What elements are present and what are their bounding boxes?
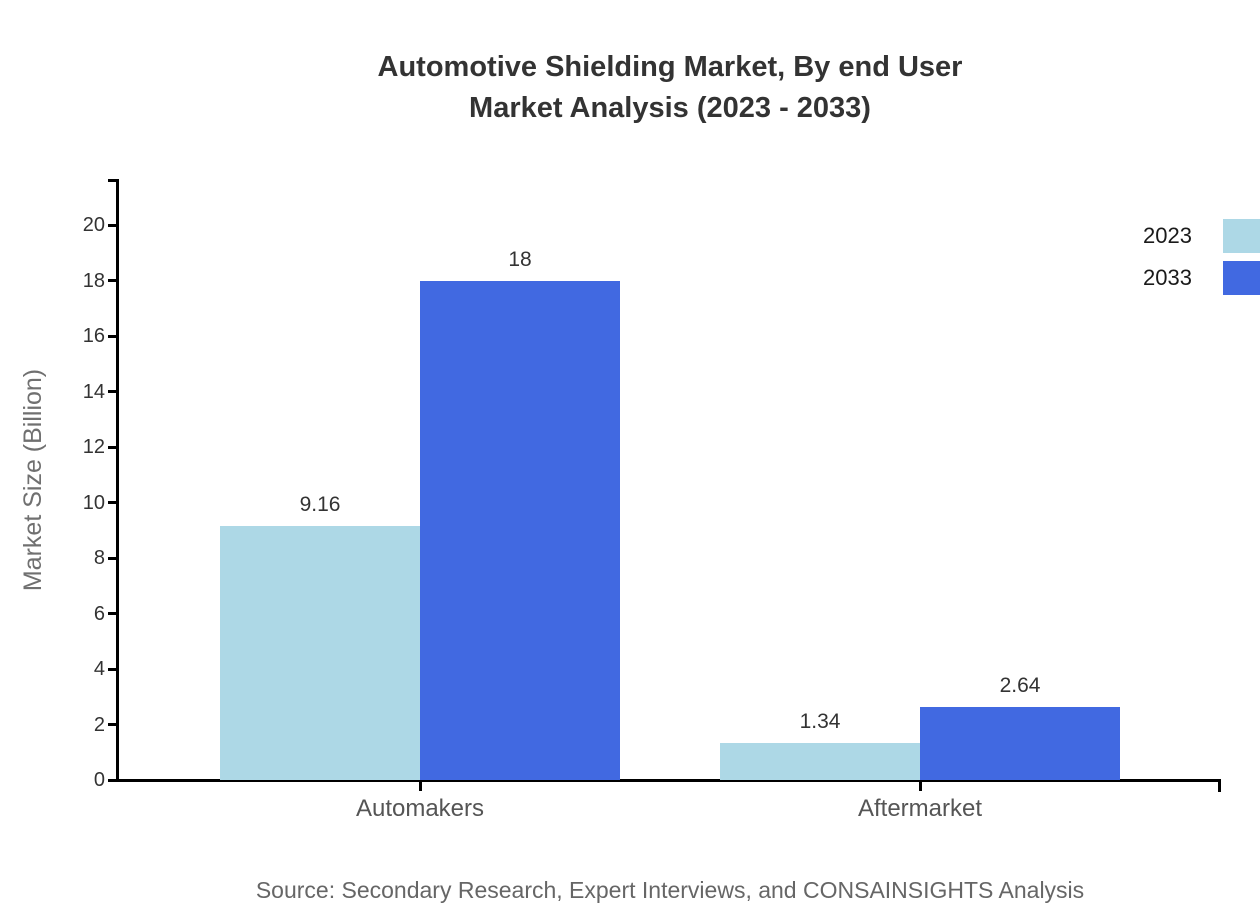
y-axis-spine <box>115 179 119 782</box>
y-tick-mark <box>108 778 118 782</box>
bar-value-label: 18 <box>508 247 532 271</box>
y-tick-label: 20 <box>82 214 105 236</box>
y-tick-mark <box>108 279 118 282</box>
bar-2033-aftermarket <box>920 706 1120 780</box>
y-tick-label: 6 <box>93 602 105 625</box>
y-tick-mark <box>108 223 118 227</box>
chart-title-line1: Automotive Shielding Market, By end User <box>377 51 963 83</box>
y-tick-label: 2 <box>93 713 105 736</box>
y-tick-mark <box>108 334 118 338</box>
y-tick-label: 10 <box>82 491 105 514</box>
y-tick-mark <box>108 556 118 560</box>
bar-value-label: 9.16 <box>299 492 341 516</box>
legend-row-2023: 2023 <box>1143 219 1260 253</box>
legend-swatch <box>1223 219 1260 253</box>
y-tick-mark <box>108 445 118 449</box>
y-tick-label: 14 <box>82 380 105 403</box>
category-label-aftermarket: Aftermarket <box>857 795 983 822</box>
x-axis-spine <box>115 778 1221 782</box>
y-tick-label: 4 <box>93 658 105 680</box>
bar-2023-aftermarket <box>720 742 920 780</box>
chart-title: Automotive Shielding Market, By end User… <box>40 47 1260 129</box>
legend-row-2033: 2033 <box>1143 261 1260 295</box>
y-tick-label: 8 <box>93 547 105 569</box>
bar-2023-automakers <box>220 525 420 780</box>
y-tick-label: 12 <box>82 436 105 458</box>
legend-label: 2033 <box>1143 265 1192 290</box>
y-tick-mark <box>108 667 118 671</box>
y-tick-mark <box>108 501 118 504</box>
y-tick-label: 18 <box>82 269 105 292</box>
legend-swatch <box>1223 261 1260 295</box>
bar-value-label: 2.64 <box>999 673 1041 697</box>
legend: 2023 2033 <box>1143 219 1260 303</box>
y-tick-label: 16 <box>82 325 105 347</box>
legend-label: 2023 <box>1143 223 1192 248</box>
category-label-automakers: Automakers <box>355 795 485 822</box>
x-axis-end-cap <box>1218 778 1221 792</box>
y-tick-mark <box>108 612 118 615</box>
y-axis-top-cap <box>108 179 119 182</box>
bar-2033-automakers <box>420 280 620 780</box>
bar-value-label: 1.34 <box>799 709 841 733</box>
y-tick-mark <box>108 390 118 393</box>
x-tick-mark <box>418 781 422 791</box>
y-tick-label: 0 <box>93 769 105 791</box>
y-tick-mark <box>108 723 118 726</box>
x-tick-mark <box>918 781 922 791</box>
chart-title-line2: Market Analysis (2023 - 2033) <box>469 92 871 124</box>
source-note: Source: Secondary Research, Expert Inter… <box>255 877 1085 903</box>
